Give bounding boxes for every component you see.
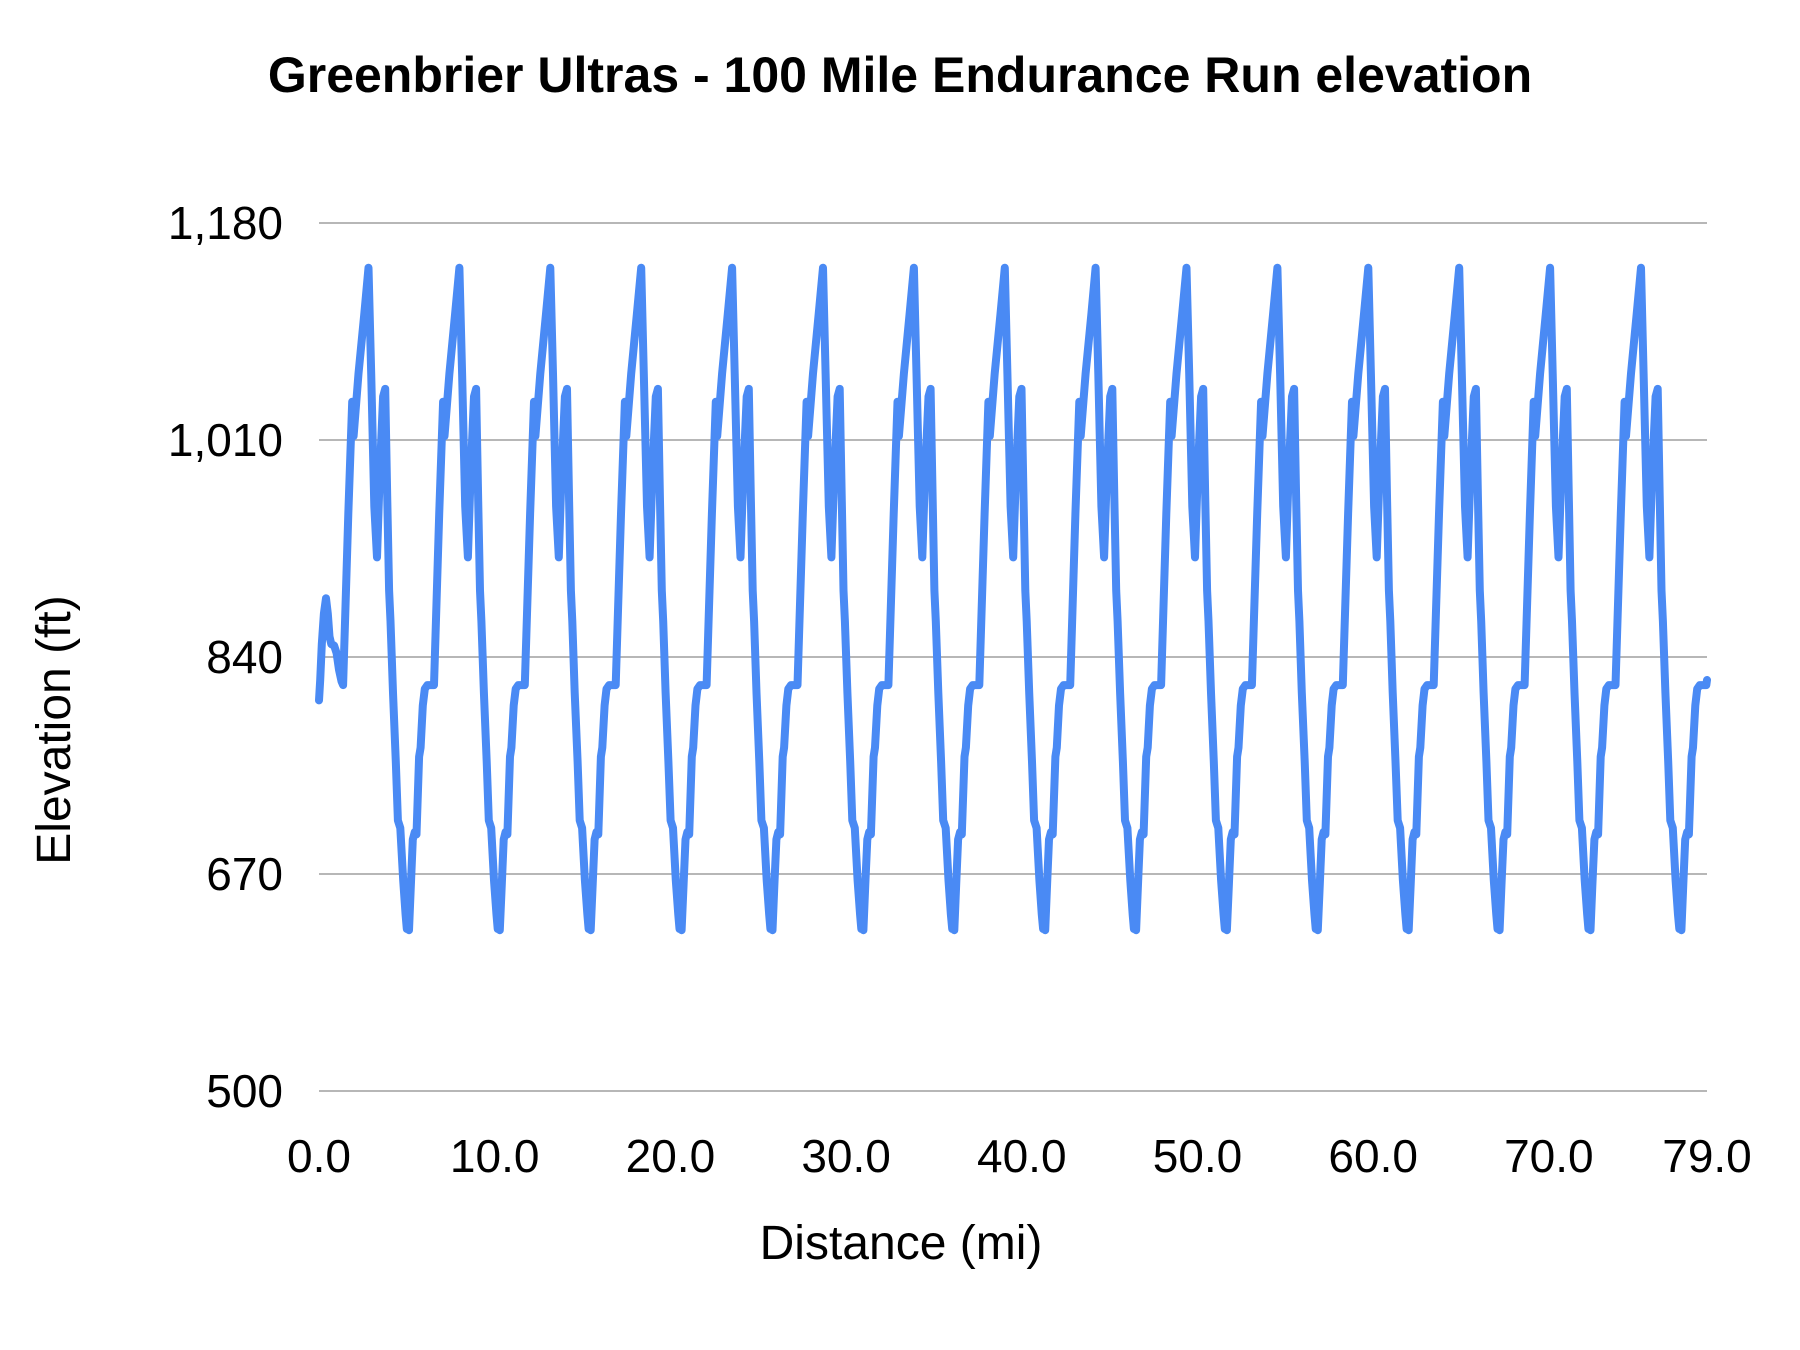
elevation-line — [315, 263, 1711, 935]
x-axis-title: Distance (mi) — [760, 1217, 1043, 1270]
y-axis-tick-labels: 500 670 840 1,010 1,180 — [168, 197, 283, 1117]
x-tick-label: 40.0 — [977, 1130, 1067, 1182]
x-tick-label: 60.0 — [1328, 1130, 1418, 1182]
x-tick-label: 50.0 — [1153, 1130, 1243, 1182]
y-tick-label: 500 — [206, 1065, 283, 1117]
chart-title: Greenbrier Ultras - 100 Mile Endurance R… — [268, 47, 1532, 103]
y-tick-label: 1,010 — [168, 414, 283, 466]
y-tick-label: 1,180 — [168, 197, 283, 249]
y-tick-label: 840 — [206, 631, 283, 683]
x-tick-label: 20.0 — [626, 1130, 716, 1182]
y-axis-title: Elevation (ft) — [28, 595, 81, 864]
x-tick-label: 70.0 — [1504, 1130, 1594, 1182]
x-axis-tick-labels: 0.0 10.0 20.0 30.0 40.0 50.0 60.0 70.0 79.0 — [287, 1130, 1752, 1182]
x-tick-label: 0.0 — [287, 1130, 351, 1182]
x-tick-label: 79.0 — [1662, 1130, 1752, 1182]
x-tick-label: 10.0 — [450, 1130, 540, 1182]
x-tick-label: 30.0 — [801, 1130, 891, 1182]
y-tick-label: 670 — [206, 848, 283, 900]
